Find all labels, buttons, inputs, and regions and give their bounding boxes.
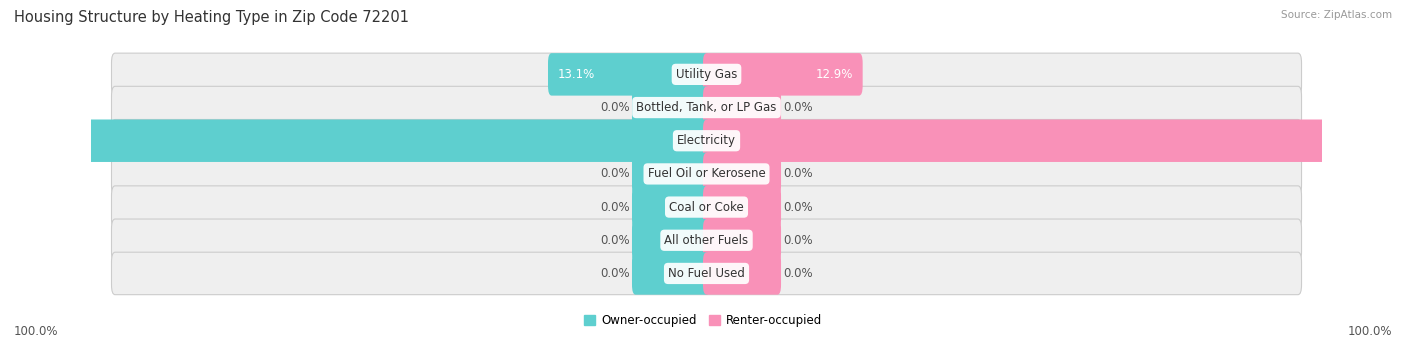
Text: Coal or Coke: Coal or Coke <box>669 201 744 213</box>
Text: 0.0%: 0.0% <box>600 167 630 180</box>
FancyBboxPatch shape <box>548 53 710 95</box>
Text: 0.0%: 0.0% <box>600 201 630 213</box>
FancyBboxPatch shape <box>703 153 782 195</box>
FancyBboxPatch shape <box>631 86 710 129</box>
Text: No Fuel Used: No Fuel Used <box>668 267 745 280</box>
FancyBboxPatch shape <box>111 86 1302 129</box>
Text: Bottled, Tank, or LP Gas: Bottled, Tank, or LP Gas <box>637 101 776 114</box>
FancyBboxPatch shape <box>111 153 1302 195</box>
FancyBboxPatch shape <box>703 53 863 95</box>
Text: 100.0%: 100.0% <box>1347 325 1392 338</box>
Text: 12.9%: 12.9% <box>815 68 853 81</box>
FancyBboxPatch shape <box>111 252 1302 295</box>
Text: 13.1%: 13.1% <box>557 68 595 81</box>
FancyBboxPatch shape <box>111 186 1302 228</box>
FancyBboxPatch shape <box>703 252 782 295</box>
Text: 100.0%: 100.0% <box>14 325 59 338</box>
FancyBboxPatch shape <box>631 186 710 228</box>
Text: Utility Gas: Utility Gas <box>676 68 737 81</box>
Text: Electricity: Electricity <box>678 134 735 147</box>
FancyBboxPatch shape <box>0 119 710 162</box>
FancyBboxPatch shape <box>703 186 782 228</box>
Text: Source: ZipAtlas.com: Source: ZipAtlas.com <box>1281 10 1392 20</box>
Text: 0.0%: 0.0% <box>783 201 813 213</box>
Text: All other Fuels: All other Fuels <box>665 234 748 247</box>
FancyBboxPatch shape <box>111 53 1302 95</box>
FancyBboxPatch shape <box>703 86 782 129</box>
Text: 0.0%: 0.0% <box>600 234 630 247</box>
Text: 0.0%: 0.0% <box>783 267 813 280</box>
FancyBboxPatch shape <box>631 219 710 262</box>
FancyBboxPatch shape <box>111 219 1302 262</box>
Text: Housing Structure by Heating Type in Zip Code 72201: Housing Structure by Heating Type in Zip… <box>14 10 409 25</box>
FancyBboxPatch shape <box>631 153 710 195</box>
FancyBboxPatch shape <box>703 219 782 262</box>
FancyBboxPatch shape <box>703 119 1406 162</box>
Text: 0.0%: 0.0% <box>783 101 813 114</box>
Text: Fuel Oil or Kerosene: Fuel Oil or Kerosene <box>648 167 765 180</box>
Text: 0.0%: 0.0% <box>783 167 813 180</box>
FancyBboxPatch shape <box>111 119 1302 162</box>
Text: 0.0%: 0.0% <box>783 234 813 247</box>
Text: 0.0%: 0.0% <box>600 101 630 114</box>
FancyBboxPatch shape <box>631 252 710 295</box>
Text: 0.0%: 0.0% <box>600 267 630 280</box>
Legend: Owner-occupied, Renter-occupied: Owner-occupied, Renter-occupied <box>579 309 827 332</box>
